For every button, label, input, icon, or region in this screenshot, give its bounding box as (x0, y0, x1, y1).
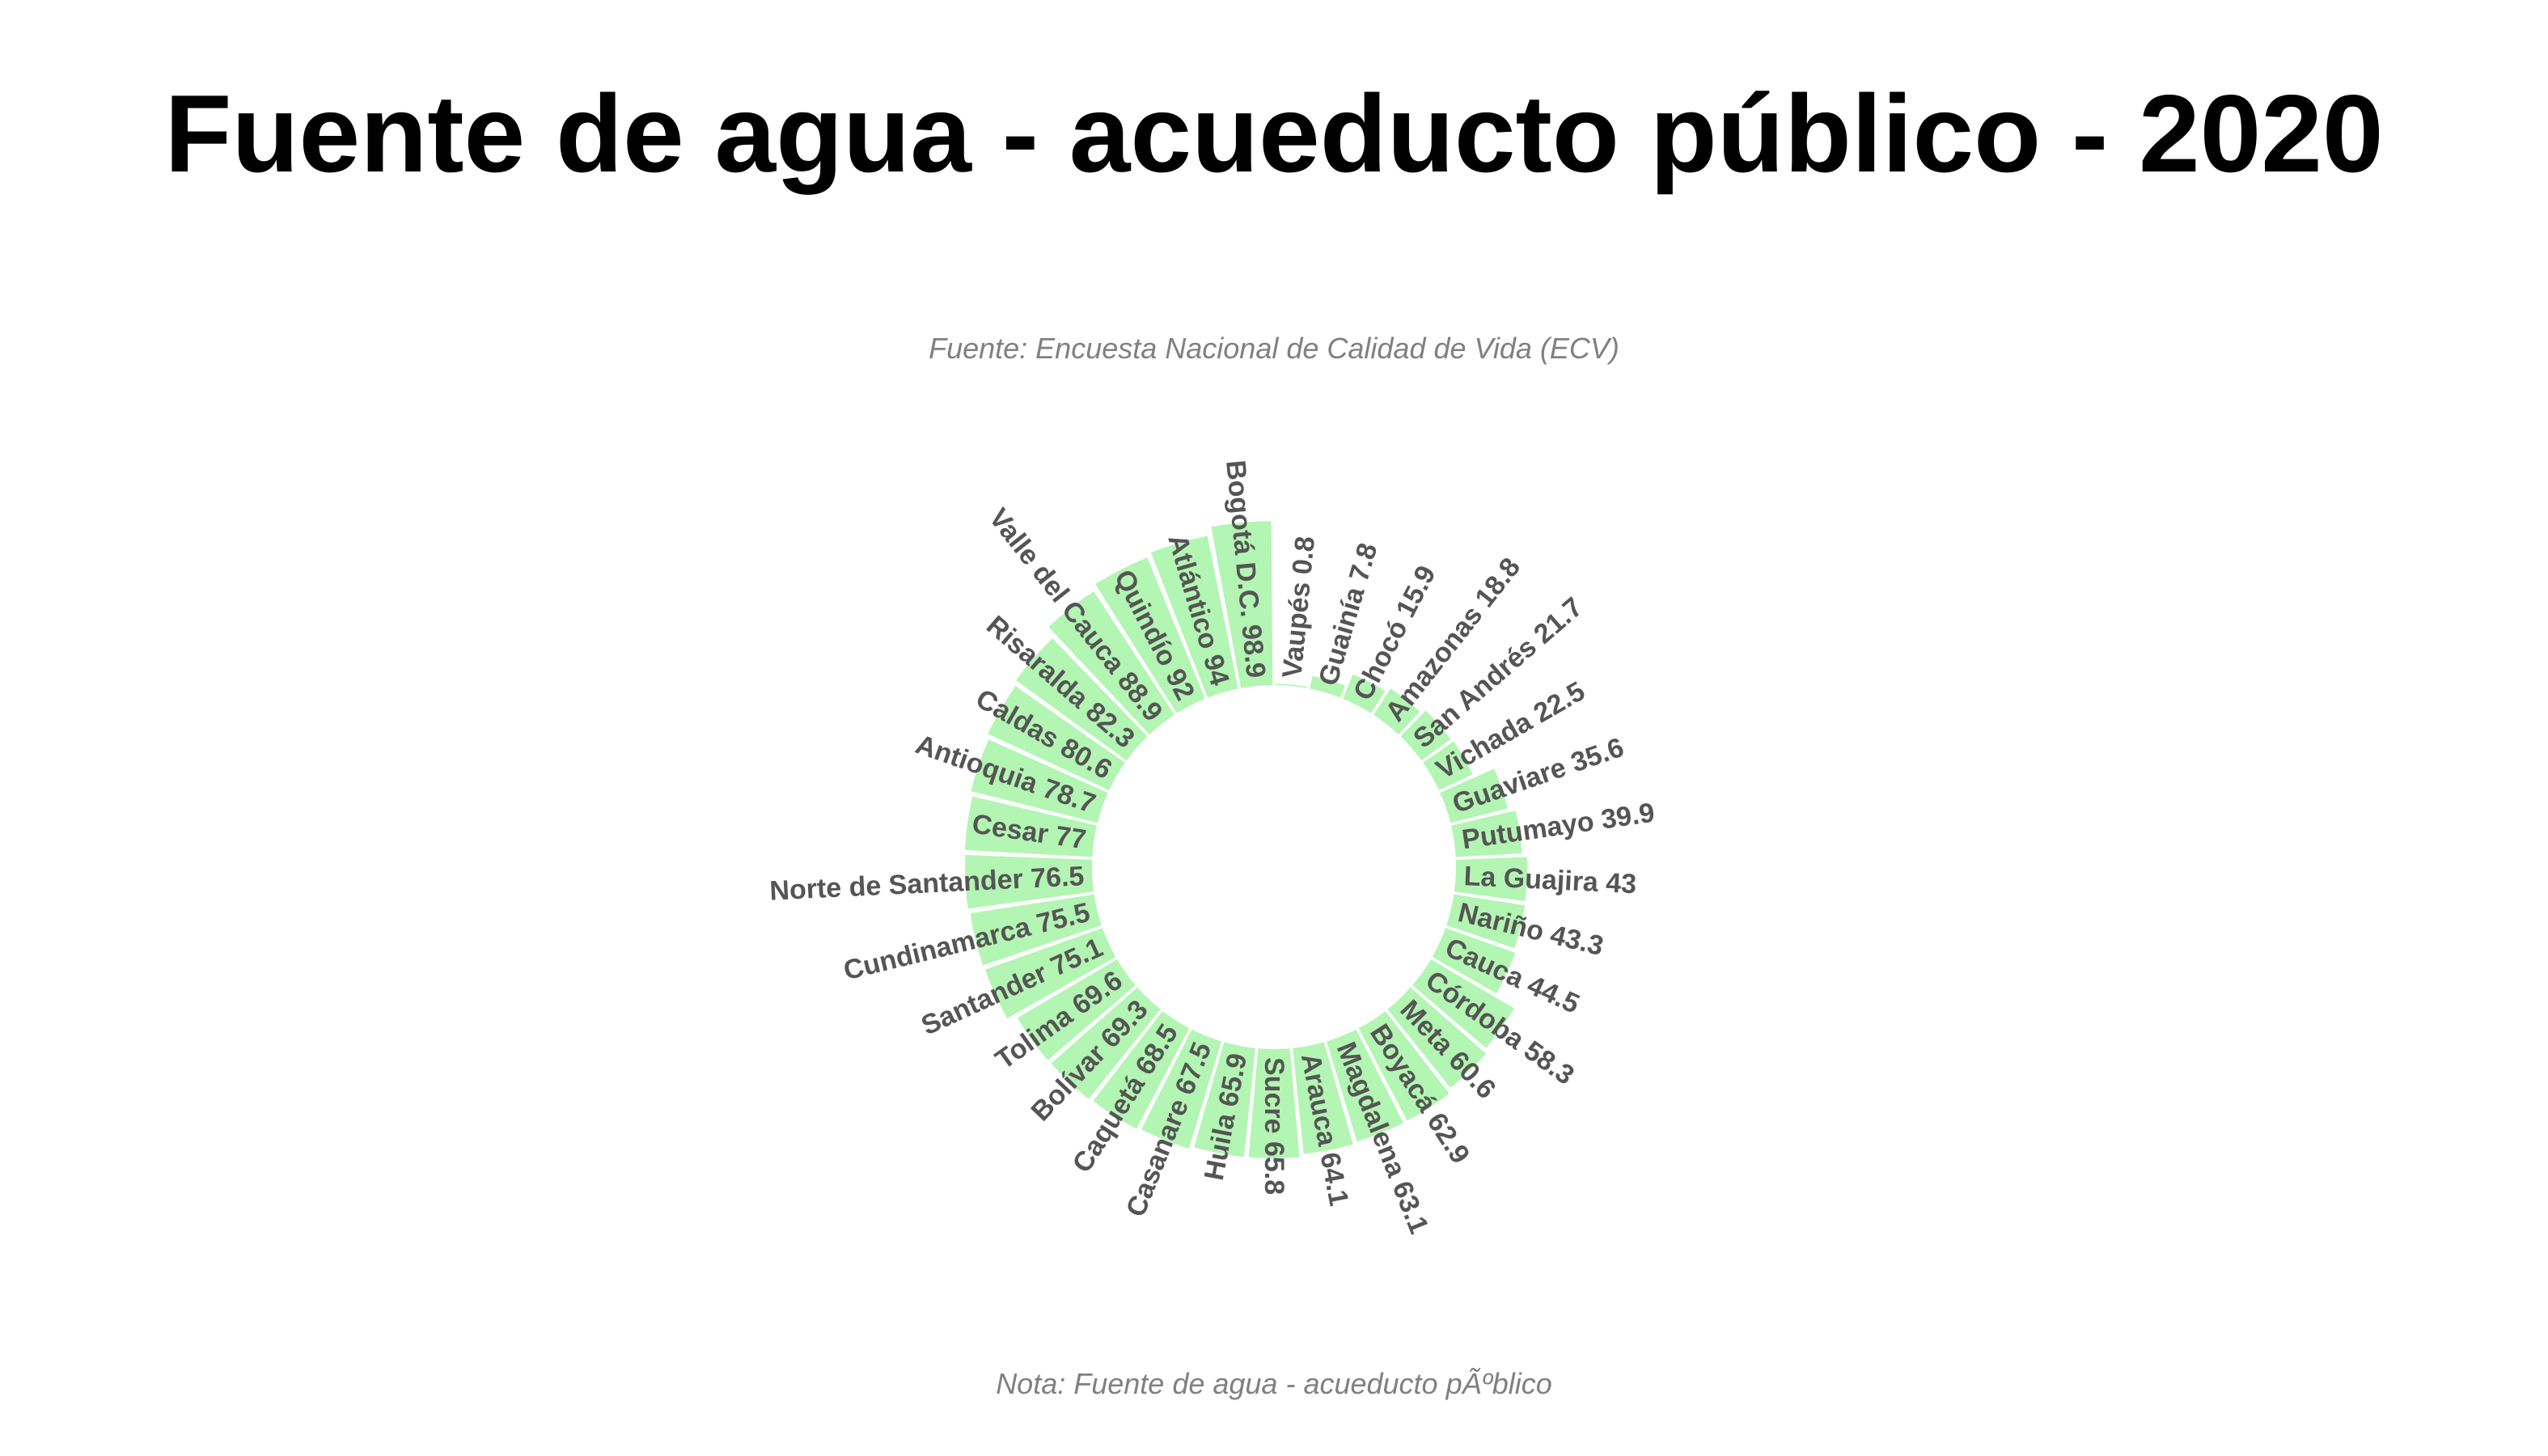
bar-nari-o (1446, 894, 1526, 949)
bar-vichada (1423, 741, 1473, 790)
bar-cundinamarca (970, 894, 1102, 966)
bar-huila (1194, 1042, 1255, 1158)
bar-label: Sucre 65.8 (1259, 1057, 1289, 1195)
chart-title: Fuente de agua - acueducto público - 202… (164, 72, 2384, 195)
bars-layer (964, 521, 1528, 1158)
bar-casanare (1141, 1029, 1221, 1149)
bar-sucre (1248, 1048, 1300, 1158)
bar-boyac- (1358, 1010, 1450, 1121)
chart-subtitle: Fuente: Encuesta Nacional de Calidad de … (929, 332, 1619, 365)
bar-valle-del-cauca (1048, 591, 1175, 734)
bar-guaviare (1440, 768, 1509, 823)
bar-label: Norte de Santander 76.5 (769, 861, 1086, 906)
bar-atl-ntico (1150, 535, 1238, 698)
bar-label: Vaupés 0.8 (1276, 535, 1321, 679)
bar-amazonas (1373, 688, 1420, 734)
bar-meta (1387, 987, 1487, 1088)
bar-cauca (1432, 928, 1516, 993)
bar-caldas (988, 686, 1125, 790)
bar-guain-a (1310, 675, 1345, 698)
bar-choc- (1343, 674, 1386, 713)
bar-antioquia (971, 739, 1108, 823)
bar-bogot-d-c- (1211, 521, 1273, 688)
bar-putumayo (1451, 811, 1522, 857)
bar-bol-var (1051, 987, 1161, 1099)
bar-quind-o (1095, 557, 1205, 713)
bar-caquet- (1093, 1010, 1190, 1129)
bar-norte-de-santander (965, 854, 1094, 909)
bar-risaralda (1016, 638, 1148, 761)
bar-vaup-s (1275, 684, 1308, 688)
bar-tolima (1018, 959, 1136, 1060)
bar-cesar (964, 796, 1097, 857)
bar-arauca (1293, 1042, 1353, 1154)
bar-santander (984, 928, 1116, 1018)
chart-note: Nota: Fuente de agua - acueducto pÃºblic… (996, 1367, 1552, 1400)
bar-magdalena (1327, 1029, 1403, 1142)
bar-c-rdoba (1412, 959, 1514, 1048)
bar-san-andr-s (1400, 710, 1451, 761)
bar-la-guajira (1454, 857, 1528, 902)
